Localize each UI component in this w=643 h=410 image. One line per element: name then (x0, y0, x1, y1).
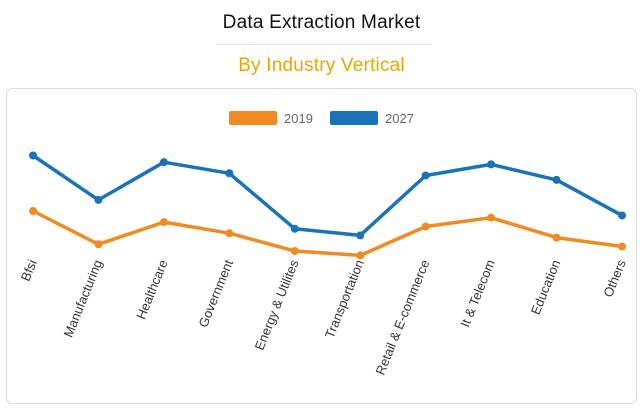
x-tick-label: Others (600, 257, 629, 299)
data-point-2027-7 (487, 160, 496, 169)
x-tick-label: Government (195, 257, 236, 329)
x-tick-label: Healthcare (133, 258, 170, 322)
data-point-2019-1 (94, 240, 103, 249)
legend-swatch-2019 (229, 111, 277, 125)
legend-swatch-2027 (330, 111, 378, 125)
data-point-2027-8 (552, 175, 561, 184)
data-point-2027-1 (94, 195, 103, 204)
data-point-2027-5 (356, 231, 365, 240)
x-tick-label: Energy & Utilites (252, 257, 302, 352)
data-point-2019-0 (29, 207, 37, 215)
x-axis-tick-labels: Bfsi Manufacturing Healthcare Government Ene… (18, 257, 629, 377)
x-tick-label: Bfsi (18, 257, 40, 283)
chart-legend: 2019 2027 (229, 111, 414, 126)
series-lines (31, 153, 624, 258)
x-tick-label: Education (528, 258, 564, 317)
data-point-2019-6 (421, 222, 430, 231)
data-point-2019-9 (618, 242, 626, 251)
chart-subtitle: By Industry Vertical (238, 55, 405, 76)
data-point-2019-3 (225, 229, 234, 238)
series-line-2019 (31, 209, 624, 258)
data-point-2027-3 (225, 169, 234, 178)
legend-label-2019: 2019 (284, 111, 313, 126)
data-point-2019-2 (159, 218, 168, 227)
chart-title: Data Extraction Market (222, 12, 421, 33)
x-tick-label: Retail & E-commerce (373, 258, 433, 377)
chart-panel (6, 88, 637, 404)
x-tick-label: It & Telecom (457, 258, 498, 330)
data-point-2027-4 (290, 224, 299, 233)
x-tick-label: Transportation (322, 258, 367, 341)
series-line-2027 (31, 153, 624, 238)
data-point-2019-7 (487, 213, 496, 222)
title-divider (216, 44, 432, 45)
data-point-2019-5 (356, 251, 365, 260)
data-point-2027-9 (618, 211, 626, 220)
data-point-2027-6 (421, 171, 430, 180)
data-point-2019-4 (290, 246, 299, 255)
x-tick-label: Manufacturing (60, 258, 105, 340)
data-point-2019-8 (552, 233, 561, 242)
legend-label-2027: 2027 (385, 111, 414, 126)
data-point-2027-2 (159, 158, 168, 167)
data-point-2027-0 (29, 151, 37, 160)
series-points (29, 151, 626, 260)
